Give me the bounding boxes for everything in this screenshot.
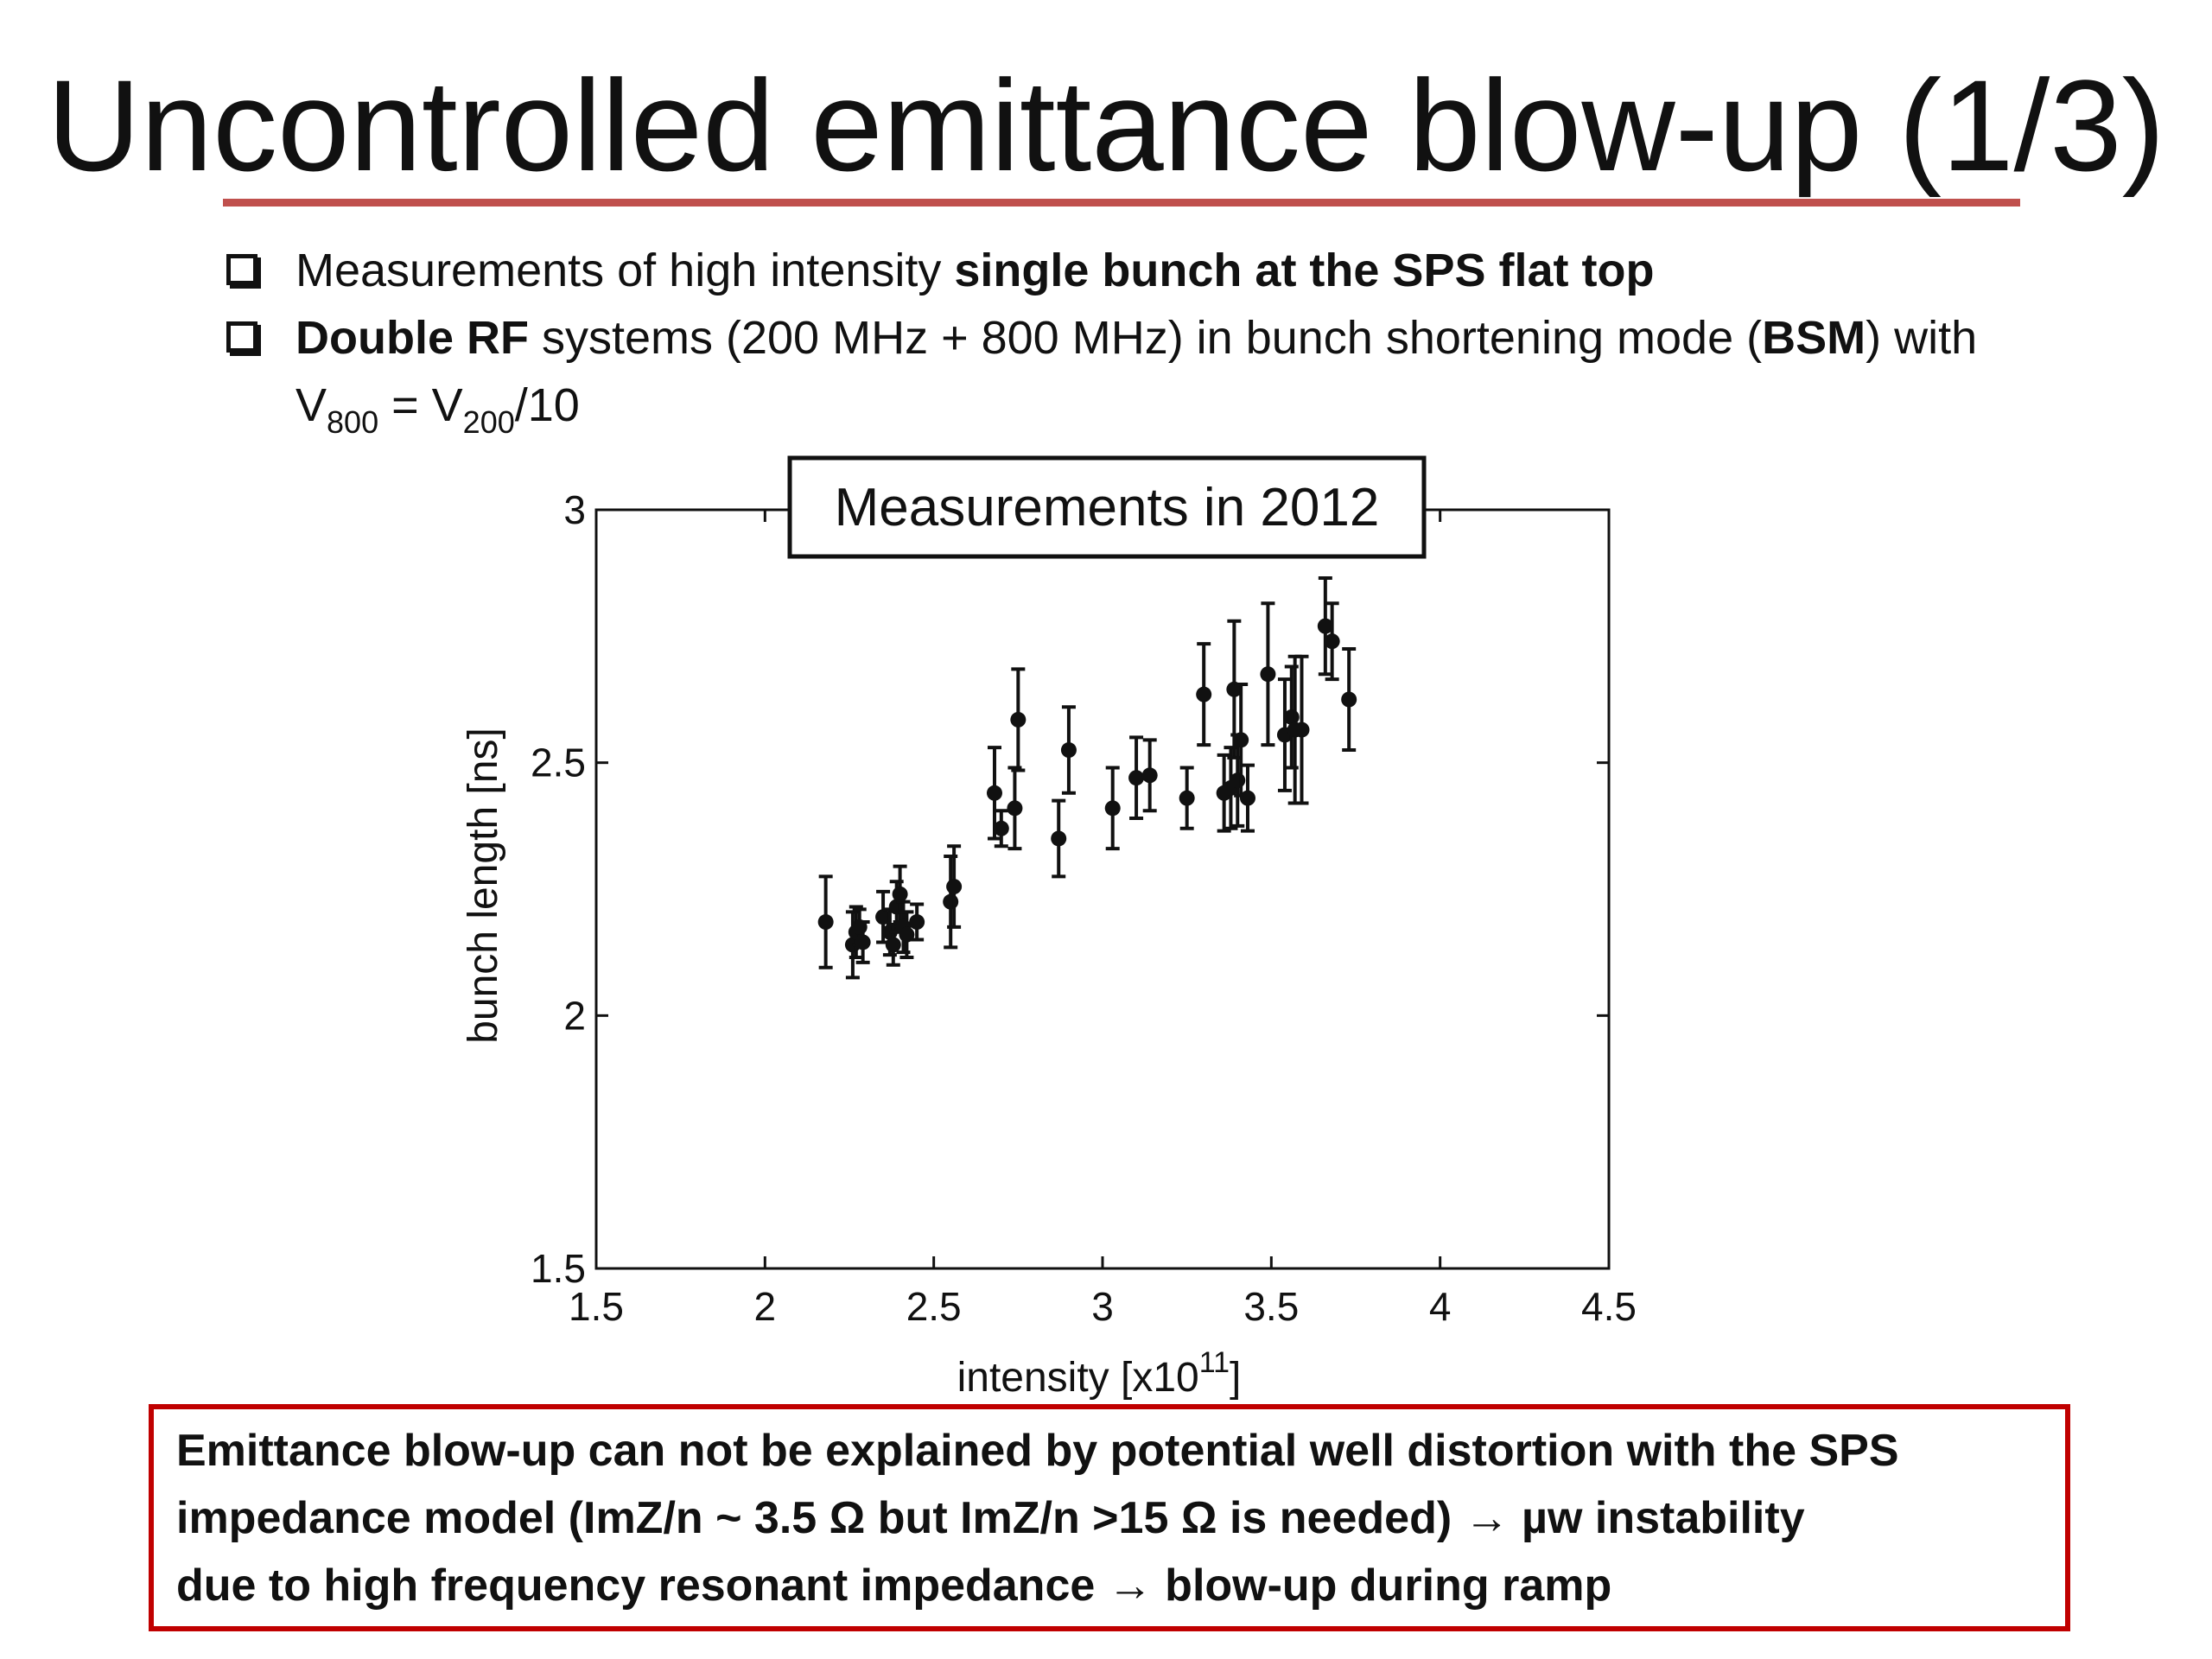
formula-sub-800: 800: [327, 404, 379, 440]
marker: [1010, 711, 1027, 728]
bullet-2-plain: systems (200 MHz + 800 MHz) in bunch sho…: [528, 312, 1763, 364]
marker: [1324, 633, 1340, 650]
data-point: [1104, 766, 1121, 851]
marker: [1233, 732, 1249, 748]
formula-div: /10: [514, 379, 580, 431]
y-axis-label: bunch length [ns]: [461, 728, 506, 1044]
data-point: [1276, 677, 1293, 792]
marker: [1317, 618, 1333, 634]
conclusion-line-2: impedance model (ImZ/n ~ 3.5 Ω but ImZ/n…: [176, 1493, 1805, 1543]
conclusion-box: Emittance blow-up can not be explained b…: [149, 1404, 2070, 1631]
formula-eq: = V: [378, 379, 463, 431]
marker: [943, 893, 959, 910]
data-point: [1341, 646, 1357, 753]
bullet-1-plain: Measurements of high intensity: [296, 245, 955, 296]
marker: [1104, 800, 1121, 817]
y-tick-label: 2: [563, 993, 586, 1038]
x-tick-label: 1.5: [569, 1284, 624, 1329]
y-tick-label: 3: [563, 487, 586, 532]
chart-title: Measurements in 2012: [835, 478, 1380, 537]
data-point: [855, 920, 871, 964]
chart-title-box: [787, 455, 1427, 559]
x-axis-label: intensity [x1011]: [957, 1346, 1242, 1400]
data-point: [1051, 798, 1067, 879]
y-tick-label: 2.5: [531, 741, 586, 785]
data-point: [1007, 766, 1023, 851]
data-point: [909, 902, 925, 942]
data-point: [1294, 654, 1310, 805]
x-tick-label: 4.5: [1581, 1284, 1637, 1329]
data-points: [817, 576, 1357, 980]
data-point: [1010, 667, 1027, 772]
marker: [1260, 666, 1276, 683]
axis-ticks: 1.5 2 2.5 3 3.5 4 4.5 1.5 2 2.5 3: [531, 487, 1637, 1329]
marker: [1239, 790, 1255, 806]
x-tick-label: 2.5: [906, 1284, 962, 1329]
x-axis-label-sup: 11: [1199, 1346, 1230, 1379]
y-tick-label: 1.5: [531, 1246, 586, 1291]
x-tick-label: 3.5: [1243, 1284, 1299, 1329]
bullet-2-end: ) with: [1866, 312, 1978, 364]
data-point: [1141, 738, 1158, 813]
marker: [892, 886, 908, 902]
marker: [885, 937, 901, 953]
formula-sub-200: 200: [462, 404, 515, 440]
data-point: [1128, 735, 1145, 821]
bullet-2-bold-double-rf: Double RF: [296, 312, 529, 364]
marker: [1341, 691, 1357, 708]
bullet-2-bold-bsm: BSM: [1762, 312, 1866, 364]
marker: [909, 914, 925, 931]
data-point: [1324, 601, 1340, 682]
title-underline: [223, 199, 2020, 207]
data-point: [1260, 601, 1276, 747]
data-point: [1196, 642, 1212, 747]
x-axis-label-main: intensity [x10: [957, 1355, 1199, 1400]
data-point: [943, 854, 959, 950]
marker: [1294, 721, 1310, 738]
bullet-1-bold: single bunch at the SPS flat top: [954, 245, 1655, 296]
data-point: [986, 746, 1002, 841]
marker: [1051, 830, 1067, 847]
marker: [1007, 800, 1023, 817]
marker: [855, 934, 871, 950]
data-point: [1179, 766, 1195, 830]
marker: [986, 785, 1002, 801]
x-tick-label: 4: [1429, 1284, 1452, 1329]
marker: [1128, 770, 1145, 786]
slide-title: Uncontrolled emittance blow-up (1/3): [47, 53, 2165, 198]
data-point: [1239, 763, 1255, 833]
x-tick-label: 2: [754, 1284, 777, 1329]
marker: [817, 914, 834, 931]
checkbox-bullet-icon: [226, 321, 257, 353]
bullet-1-text: Measurements of high intensity single bu…: [296, 240, 1654, 301]
formula-v: V: [296, 379, 327, 431]
marker: [946, 879, 963, 895]
plot-frame: [594, 508, 1611, 1270]
conclusion-line-3: due to high frequency resonant impedance…: [176, 1560, 1612, 1611]
data-point: [1060, 705, 1077, 795]
marker: [993, 820, 1009, 836]
marker: [1230, 772, 1246, 789]
x-tick-label: 3: [1091, 1284, 1114, 1329]
bullet-2-text: Double RF systems (200 MHz + 800 MHz) in…: [296, 308, 1977, 368]
marker: [1060, 742, 1077, 759]
data-point: [1317, 576, 1333, 677]
marker: [1141, 767, 1158, 784]
checkbox-bullet-icon: [226, 254, 257, 285]
marker: [1179, 790, 1195, 806]
bullet-2-formula: V800 = V200/10: [296, 375, 580, 438]
x-axis-label-end: ]: [1230, 1355, 1241, 1400]
marker: [875, 909, 892, 925]
data-point: [993, 809, 1009, 849]
scatter-chart: 1.5 2 2.5 3 3.5 4 4.5 1.5 2 2.5 3 Measurements in …: [461, 455, 1637, 1400]
conclusion-line-1: Emittance blow-up can not be explained b…: [176, 1426, 1899, 1476]
marker: [1196, 686, 1212, 702]
data-point: [946, 844, 963, 929]
data-point: [817, 874, 834, 969]
